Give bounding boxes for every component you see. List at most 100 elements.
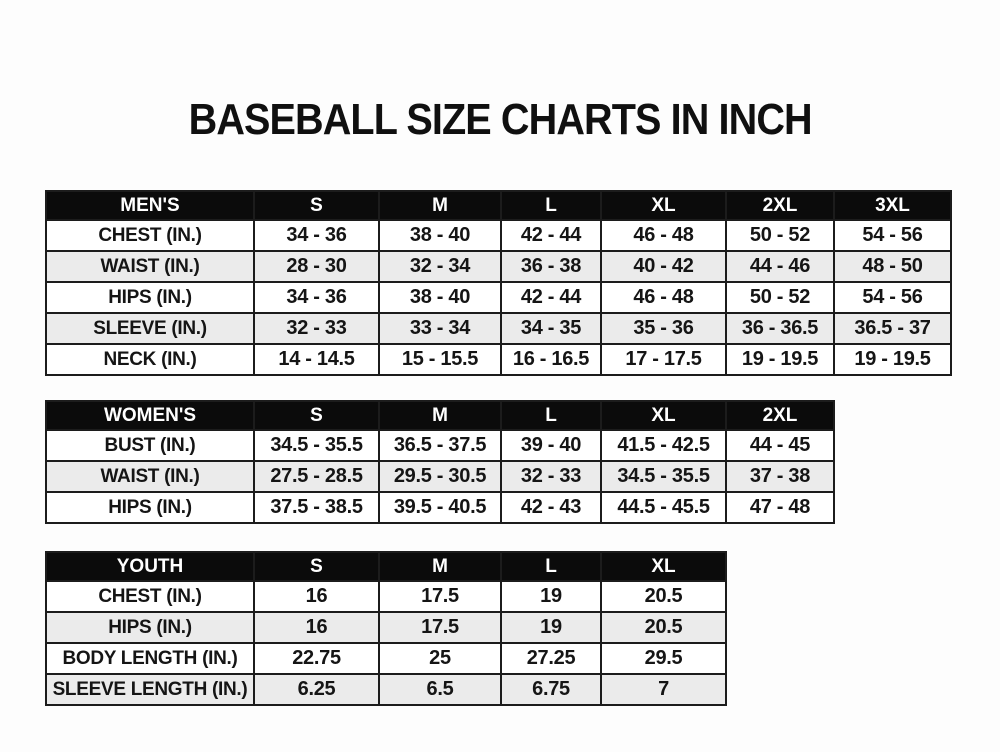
mens-header-size-xl: XL <box>600 190 727 221</box>
table-row: SLEEVE (IN.) 32 - 33 33 - 34 34 - 35 35 … <box>45 312 952 345</box>
cell-value: 6.5 <box>378 673 502 706</box>
mens-header-title: MEN'S <box>45 190 255 221</box>
cell-value: 44 - 46 <box>725 250 835 283</box>
cell-value: 16 <box>253 611 380 644</box>
cell-value: 34 - 36 <box>253 281 380 314</box>
cell-value: 46 - 48 <box>600 219 727 252</box>
cell-value: 54 - 56 <box>833 219 952 252</box>
cell-value: 46 - 48 <box>600 281 727 314</box>
cell-value: 36 - 38 <box>500 250 602 283</box>
youth-header-size-l: L <box>500 551 602 582</box>
cell-value: 54 - 56 <box>833 281 952 314</box>
cell-value: 19 <box>500 580 602 613</box>
cell-value: 17 - 17.5 <box>600 343 727 376</box>
cell-value: 20.5 <box>600 611 727 644</box>
cell-value: 14 - 14.5 <box>253 343 380 376</box>
cell-value: 20.5 <box>600 580 727 613</box>
row-label: HIPS (IN.) <box>45 281 255 314</box>
youth-header-size-s: S <box>253 551 380 582</box>
cell-value: 19 - 19.5 <box>833 343 952 376</box>
womens-header-size-s: S <box>253 400 380 431</box>
table-row: WAIST (IN.) 28 - 30 32 - 34 36 - 38 40 -… <box>45 250 952 283</box>
cell-value: 35 - 36 <box>600 312 727 345</box>
cell-value: 37 - 38 <box>725 460 835 493</box>
cell-value: 28 - 30 <box>253 250 380 283</box>
row-label: HIPS (IN.) <box>45 491 255 524</box>
cell-value: 39 - 40 <box>500 429 602 462</box>
youth-header-size-xl: XL <box>600 551 727 582</box>
cell-value: 33 - 34 <box>378 312 502 345</box>
table-row: HIPS (IN.) 34 - 36 38 - 40 42 - 44 46 - … <box>45 281 952 314</box>
cell-value: 34 - 36 <box>253 219 380 252</box>
cell-value: 32 - 33 <box>253 312 380 345</box>
womens-header-title: WOMEN'S <box>45 400 255 431</box>
row-label: SLEEVE (IN.) <box>45 312 255 345</box>
row-label: HIPS (IN.) <box>45 611 255 644</box>
cell-value: 29.5 - 30.5 <box>378 460 502 493</box>
table-row: HIPS (IN.) 16 17.5 19 20.5 <box>45 611 727 644</box>
cell-value: 34.5 - 35.5 <box>600 460 727 493</box>
cell-value: 36.5 - 37 <box>833 312 952 345</box>
cell-value: 36 - 36.5 <box>725 312 835 345</box>
cell-value: 19 - 19.5 <box>725 343 835 376</box>
row-label: WAIST (IN.) <box>45 460 255 493</box>
cell-value: 37.5 - 38.5 <box>253 491 380 524</box>
youth-size-table: YOUTH S M L XL CHEST (IN.) 16 17.5 19 20… <box>45 551 727 706</box>
cell-value: 16 - 16.5 <box>500 343 602 376</box>
cell-value: 17.5 <box>378 611 502 644</box>
cell-value: 6.75 <box>500 673 602 706</box>
row-label: SLEEVE LENGTH (IN.) <box>45 673 255 706</box>
womens-size-table: WOMEN'S S M L XL 2XL BUST (IN.) 34.5 - 3… <box>45 400 835 524</box>
youth-header-row: YOUTH S M L XL <box>45 551 727 582</box>
cell-value: 15 - 15.5 <box>378 343 502 376</box>
cell-value: 36.5 - 37.5 <box>378 429 502 462</box>
table-row: CHEST (IN.) 34 - 36 38 - 40 42 - 44 46 -… <box>45 219 952 252</box>
table-row: CHEST (IN.) 16 17.5 19 20.5 <box>45 580 727 613</box>
cell-value: 32 - 34 <box>378 250 502 283</box>
cell-value: 39.5 - 40.5 <box>378 491 502 524</box>
youth-header-size-m: M <box>378 551 502 582</box>
mens-header-row: MEN'S S M L XL 2XL 3XL <box>45 190 952 221</box>
cell-value: 48 - 50 <box>833 250 952 283</box>
table-row: NECK (IN.) 14 - 14.5 15 - 15.5 16 - 16.5… <box>45 343 952 376</box>
cell-value: 29.5 <box>600 642 727 675</box>
cell-value: 50 - 52 <box>725 219 835 252</box>
row-label: CHEST (IN.) <box>45 580 255 613</box>
womens-header-size-l: L <box>500 400 602 431</box>
cell-value: 34 - 35 <box>500 312 602 345</box>
cell-value: 42 - 44 <box>500 219 602 252</box>
table-row: BUST (IN.) 34.5 - 35.5 36.5 - 37.5 39 - … <box>45 429 835 462</box>
row-label: CHEST (IN.) <box>45 219 255 252</box>
row-label: NECK (IN.) <box>45 343 255 376</box>
row-label: BUST (IN.) <box>45 429 255 462</box>
cell-value: 50 - 52 <box>725 281 835 314</box>
mens-header-size-2xl: 2XL <box>725 190 835 221</box>
table-row: HIPS (IN.) 37.5 - 38.5 39.5 - 40.5 42 - … <box>45 491 835 524</box>
cell-value: 7 <box>600 673 727 706</box>
cell-value: 22.75 <box>253 642 380 675</box>
cell-value: 17.5 <box>378 580 502 613</box>
row-label: BODY LENGTH (IN.) <box>45 642 255 675</box>
cell-value: 44 - 45 <box>725 429 835 462</box>
mens-header-size-3xl: 3XL <box>833 190 952 221</box>
womens-header-row: WOMEN'S S M L XL 2XL <box>45 400 835 431</box>
page-title-wrap: BASEBALL SIZE CHARTS IN INCH <box>0 66 1000 175</box>
womens-header-size-xl: XL <box>600 400 727 431</box>
cell-value: 34.5 - 35.5 <box>253 429 380 462</box>
cell-value: 38 - 40 <box>378 219 502 252</box>
cell-value: 42 - 43 <box>500 491 602 524</box>
table-row: SLEEVE LENGTH (IN.) 6.25 6.5 6.75 7 <box>45 673 727 706</box>
cell-value: 27.25 <box>500 642 602 675</box>
table-row: WAIST (IN.) 27.5 - 28.5 29.5 - 30.5 32 -… <box>45 460 835 493</box>
womens-header-size-2xl: 2XL <box>725 400 835 431</box>
cell-value: 40 - 42 <box>600 250 727 283</box>
mens-size-table: MEN'S S M L XL 2XL 3XL CHEST (IN.) 34 - … <box>45 190 952 376</box>
womens-header-size-m: M <box>378 400 502 431</box>
cell-value: 6.25 <box>253 673 380 706</box>
mens-header-size-s: S <box>253 190 380 221</box>
cell-value: 32 - 33 <box>500 460 602 493</box>
table-row: BODY LENGTH (IN.) 22.75 25 27.25 29.5 <box>45 642 727 675</box>
cell-value: 27.5 - 28.5 <box>253 460 380 493</box>
cell-value: 25 <box>378 642 502 675</box>
cell-value: 16 <box>253 580 380 613</box>
